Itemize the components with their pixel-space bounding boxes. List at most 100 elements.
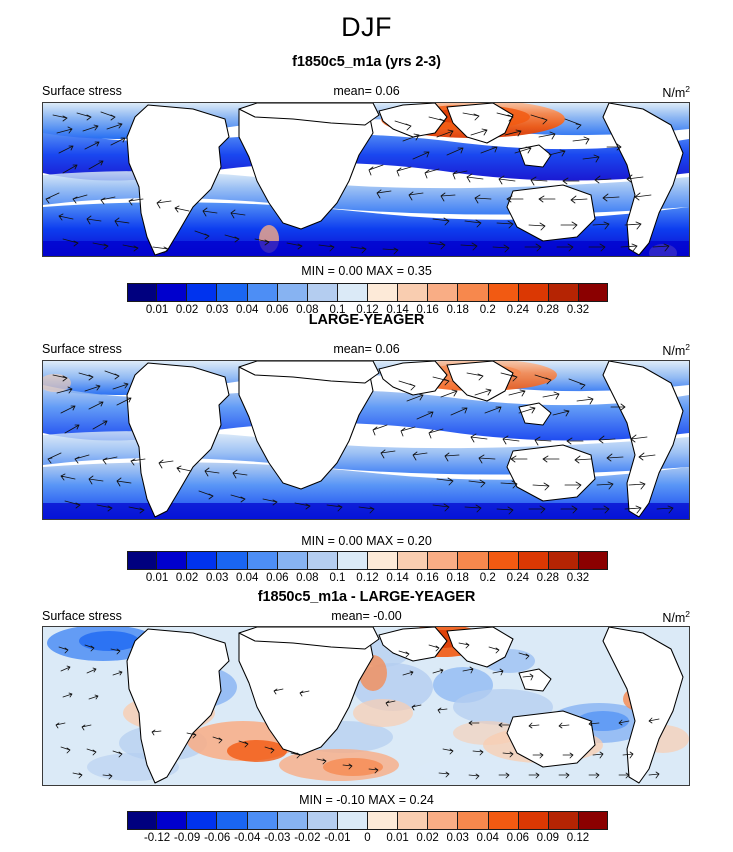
colorbar-cell[interactable] xyxy=(578,811,608,830)
panel-field-label-2: Surface stress xyxy=(42,342,122,356)
colorbar-cell[interactable] xyxy=(548,811,579,830)
colorbar-cell[interactable] xyxy=(548,283,579,302)
colorbar-cell[interactable] xyxy=(518,283,549,302)
map-panel-difference[interactable] xyxy=(42,626,690,786)
continent-new-guinea xyxy=(518,144,552,168)
map-panel-reference[interactable] xyxy=(42,360,690,520)
colorbar-cell[interactable] xyxy=(307,811,338,830)
colorbar-tick-label: 0.04 xyxy=(236,572,259,584)
colorbar-cell[interactable] xyxy=(277,811,308,830)
map-field-difference xyxy=(43,627,689,785)
colorbar-cell[interactable] xyxy=(127,283,158,302)
colorbar-tick-label: 0.16 xyxy=(416,572,439,584)
map-panel-model[interactable] xyxy=(42,102,690,257)
map-field-model xyxy=(43,103,689,256)
colorbar-cell[interactable] xyxy=(337,811,368,830)
colorbar-cell[interactable] xyxy=(368,551,399,570)
colorbar-tick-label: 0.06 xyxy=(266,304,289,316)
colorbar-cell[interactable] xyxy=(368,811,399,830)
colorbar-cell[interactable] xyxy=(488,811,519,830)
panel-units-label-1: N/m2 xyxy=(662,84,690,100)
colorbar-cell[interactable] xyxy=(458,551,489,570)
colorbar-cell[interactable] xyxy=(428,811,459,830)
map-contour-svg-1 xyxy=(43,103,689,256)
colorbar-tick-label: 0.24 xyxy=(506,572,530,584)
colorbar-cell[interactable] xyxy=(157,811,188,830)
colorbar-cell[interactable] xyxy=(548,551,579,570)
colorbar-tick-label: 0.06 xyxy=(266,572,289,584)
colorbar-cell[interactable] xyxy=(458,811,489,830)
colorbar-tick-label: 0.2 xyxy=(479,572,496,584)
colorbar-cell[interactable] xyxy=(458,283,489,302)
units-exponent-2: 2 xyxy=(685,342,690,352)
colorbar-cell[interactable] xyxy=(307,551,338,570)
colorbar-cell[interactable] xyxy=(217,811,248,830)
colorbar-cell[interactable] xyxy=(488,551,519,570)
colorbar-tick-label: 0.18 xyxy=(446,304,469,316)
continent-south-america xyxy=(126,104,230,256)
colorbar-tick-label: 0.01 xyxy=(145,304,169,316)
colorbar-cell[interactable] xyxy=(578,283,608,302)
colorbar-cell[interactable] xyxy=(337,283,368,302)
colorbar-tick-label: 0.01 xyxy=(386,832,409,844)
colorbar-tick-label: 0.12 xyxy=(566,832,590,844)
colorbar-tick-label: 0.24 xyxy=(506,304,530,316)
colorbar-tick-label: 0.06 xyxy=(506,832,530,844)
colorbar-cell[interactable] xyxy=(398,283,429,302)
colorbar-tick-label: 0.2 xyxy=(479,304,496,316)
colorbar-cell[interactable] xyxy=(337,551,368,570)
colorbar-cell[interactable] xyxy=(428,551,459,570)
colorbar-ticks-2: 0.01 0.02 0.03 0.04 0.06 0.08 0.1 0.12 0.14 0.16 0… xyxy=(127,572,608,587)
colorbar-tick-label: 0.14 xyxy=(386,572,409,584)
colorbar-tick-label: 0.08 xyxy=(296,572,319,584)
colorbar-tick-label: 0.1 xyxy=(329,304,346,316)
colorbar-cell[interactable] xyxy=(518,551,549,570)
colorbar-tick-label: 0.01 xyxy=(145,572,169,584)
colorbar-1[interactable] xyxy=(127,283,608,302)
colorbar-tick-label: 0.03 xyxy=(205,572,229,584)
colorbar-tick-label: 0.18 xyxy=(446,572,469,584)
colorbar-cell[interactable] xyxy=(578,551,608,570)
colorbar-tick-label: 0.12 xyxy=(356,572,379,584)
colorbar-tick-label: 0.28 xyxy=(536,304,560,316)
map-contour-svg-3 xyxy=(43,627,689,785)
colorbar-cell[interactable] xyxy=(398,811,429,830)
colorbar-cell[interactable] xyxy=(157,283,188,302)
colorbar-cell[interactable] xyxy=(157,551,188,570)
colorbar-cell[interactable] xyxy=(428,283,459,302)
colorbar-cell[interactable] xyxy=(277,283,308,302)
colorbar-cell[interactable] xyxy=(187,811,218,830)
colorbar-tick-label: 0.08 xyxy=(296,304,319,316)
colorbar-2[interactable] xyxy=(127,551,608,570)
colorbar-cell[interactable] xyxy=(277,551,308,570)
colorbar-3[interactable] xyxy=(127,811,608,830)
colorbar-cell[interactable] xyxy=(247,283,278,302)
colorbar-cell[interactable] xyxy=(217,551,248,570)
colorbar-cell[interactable] xyxy=(217,283,248,302)
colorbar-cell[interactable] xyxy=(518,811,549,830)
colorbar-tick-label: -0.02 xyxy=(294,832,321,844)
colorbar-cell[interactable] xyxy=(187,283,218,302)
colorbar-tick-label: 0.02 xyxy=(175,572,199,584)
colorbar-cell[interactable] xyxy=(488,283,519,302)
colorbar-tick-label: 0.28 xyxy=(536,572,560,584)
colorbar-cell[interactable] xyxy=(247,811,278,830)
colorbar-cell[interactable] xyxy=(368,283,399,302)
colorbar-cell[interactable] xyxy=(247,551,278,570)
colorbar-tick-label: 0.02 xyxy=(175,304,199,316)
colorbar-cell[interactable] xyxy=(127,551,158,570)
wind-stress-vectors-3 xyxy=(55,642,660,780)
colorbar-tick-label: -0.12 xyxy=(143,832,171,844)
panel-title-3: f1850c5_m1a - LARGE-YEAGER xyxy=(257,589,476,605)
colorbar-cell[interactable] xyxy=(187,551,218,570)
colorbar-tick-label: 0.32 xyxy=(566,304,590,316)
panel-field-label-1: Surface stress xyxy=(42,84,122,98)
colorbar-cell[interactable] xyxy=(127,811,158,830)
continent-arabia xyxy=(378,103,448,138)
colorbar-tick-label: -0.09 xyxy=(174,832,201,844)
colorbar-cell[interactable] xyxy=(398,551,429,570)
colorbar-tick-label: -0.04 xyxy=(234,832,261,844)
wind-stress-vectors-2 xyxy=(47,370,674,515)
colorbar-cell[interactable] xyxy=(307,283,338,302)
colorbar-tick-label: 0.04 xyxy=(236,304,259,316)
